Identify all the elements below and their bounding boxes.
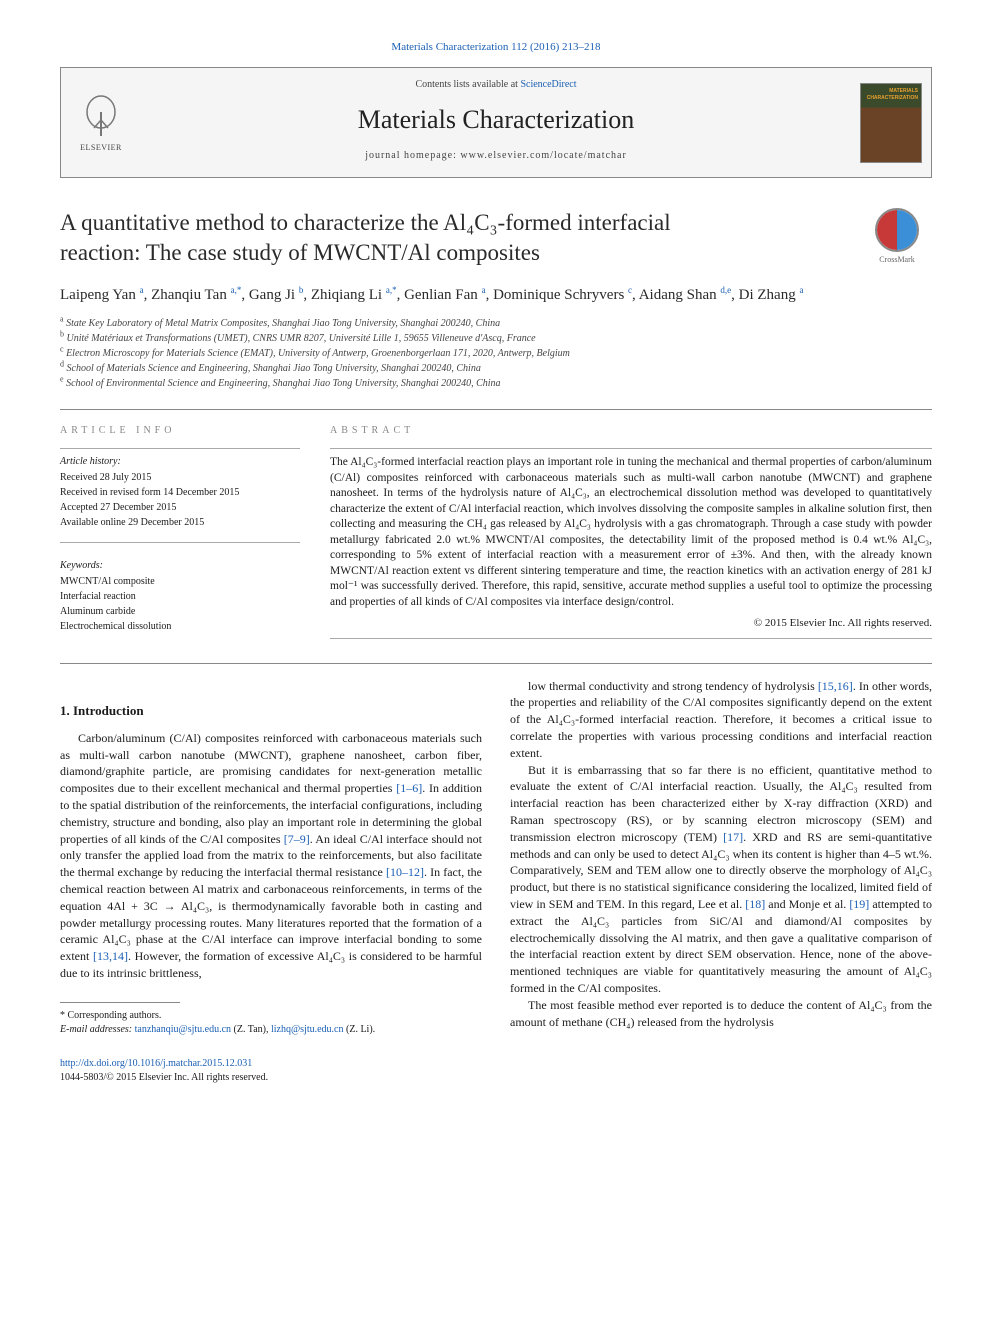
affiliation: d School of Materials Science and Engine… — [60, 361, 932, 376]
doi-block: http://dx.doi.org/10.1016/j.matchar.2015… — [60, 1057, 482, 1085]
abstract: ABSTRACT The Al₄C₃-formed interfacial re… — [330, 424, 932, 645]
email-link[interactable]: tanzhanqiu@sjtu.edu.cn — [135, 1024, 231, 1035]
keywords-label: Keywords: — [60, 559, 300, 573]
authors-list: Laipeng Yan a, Zhanqiu Tan a,*, Gang Ji … — [60, 284, 932, 307]
affiliation: b Unité Matériaux et Transformations (UM… — [60, 331, 932, 346]
body-column-left: 1. Introduction Carbon/aluminum (C/Al) c… — [60, 678, 482, 1085]
body-paragraph: The most feasible method ever reported i… — [510, 997, 932, 1031]
body-paragraph: Carbon/aluminum (C/Al) composites reinfo… — [60, 730, 482, 982]
history-line: Available online 29 December 2015 — [60, 516, 300, 530]
history-label: Article history: — [60, 455, 300, 469]
journal-header: ELSEVIER Contents lists available at Sci… — [60, 67, 932, 177]
keyword: Interfacial reaction — [60, 590, 300, 604]
article-title: A quantitative method to characterize th… — [60, 208, 842, 268]
affiliations-list: a State Key Laboratory of Metal Matrix C… — [60, 316, 932, 391]
sciencedirect-link[interactable]: ScienceDirect — [520, 79, 576, 90]
elsevier-tree-icon — [76, 92, 126, 142]
article-info: ARTICLE INFO Article history: Received 2… — [60, 424, 300, 645]
abstract-text: The Al₄C₃-formed interfacial reaction pl… — [330, 455, 932, 610]
contents-available: Contents lists available at ScienceDirec… — [141, 78, 851, 92]
abstract-copyright: © 2015 Elsevier Inc. All rights reserved… — [330, 616, 932, 631]
body-paragraph: But it is embarrassing that so far there… — [510, 762, 932, 997]
publisher-name: ELSEVIER — [80, 142, 122, 153]
doi-link[interactable]: http://dx.doi.org/10.1016/j.matchar.2015… — [60, 1058, 252, 1069]
section-heading: 1. Introduction — [60, 702, 482, 720]
affiliation: c Electron Microscopy for Materials Scie… — [60, 346, 932, 361]
keyword: Aluminum carbide — [60, 605, 300, 619]
history-line: Accepted 27 December 2015 — [60, 501, 300, 515]
body-paragraph: low thermal conductivity and strong tend… — [510, 678, 932, 762]
history-line: Received 28 July 2015 — [60, 471, 300, 485]
footnotes: * Corresponding authors. E-mail addresse… — [60, 1009, 482, 1037]
affiliation: a State Key Laboratory of Metal Matrix C… — [60, 316, 932, 331]
journal-homepage: journal homepage: www.elsevier.com/locat… — [141, 149, 851, 163]
history-line: Received in revised form 14 December 201… — [60, 486, 300, 500]
crossmark-badge[interactable]: CrossMark — [862, 208, 932, 265]
corresponding-note: * Corresponding authors. — [60, 1009, 482, 1023]
footnote-separator — [60, 1002, 180, 1003]
body-column-right: low thermal conductivity and strong tend… — [510, 678, 932, 1085]
divider — [60, 409, 932, 410]
email-link[interactable]: lizhq@sjtu.edu.cn — [271, 1024, 344, 1035]
email-line: E-mail addresses: tanzhanqiu@sjtu.edu.cn… — [60, 1023, 482, 1037]
journal-cover-thumbnail: MATERIALS CHARACTERIZATION — [860, 83, 922, 163]
keyword: Electrochemical dissolution — [60, 620, 300, 634]
divider — [60, 663, 932, 664]
abstract-label: ABSTRACT — [330, 424, 932, 438]
keyword: MWCNT/Al composite — [60, 575, 300, 589]
journal-citation[interactable]: Materials Characterization 112 (2016) 21… — [60, 40, 932, 55]
journal-name: Materials Characterization — [141, 102, 851, 138]
article-info-label: ARTICLE INFO — [60, 424, 300, 438]
doi-copyright: 1044-5803/© 2015 Elsevier Inc. All right… — [60, 1071, 482, 1085]
affiliation: e School of Environmental Science and En… — [60, 376, 932, 391]
publisher-logo: ELSEVIER — [61, 68, 141, 176]
